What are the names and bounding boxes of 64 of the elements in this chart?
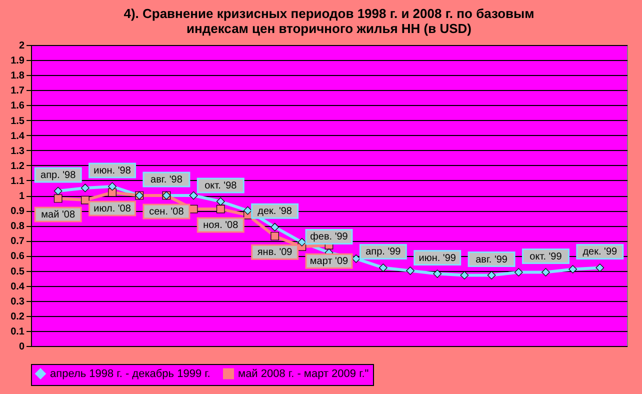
text: 4). Сравнение кризисных периодов 1998 г. и 2008 г. по базовым	[124, 6, 534, 21]
y-tick-label: 0.5	[10, 266, 25, 278]
y-tick-label: 1.2	[10, 160, 25, 172]
y-tick-label: 0.3	[10, 296, 25, 308]
y-tick-label: 0.9	[10, 206, 25, 218]
point	[406, 266, 414, 275]
x-tick-label: фев. '99	[310, 232, 348, 243]
y-tick-label: 1	[18, 191, 25, 202]
annotation: ноя. '08	[203, 220, 239, 232]
y-tick-label: 1.6	[10, 100, 25, 112]
point	[54, 194, 62, 203]
point	[244, 206, 252, 215]
point	[270, 232, 279, 240]
annotation: янв. '09	[257, 247, 293, 258]
point	[189, 191, 198, 200]
y-tick-label: 1.5	[10, 116, 25, 127]
annotation: июл. '08	[94, 203, 132, 214]
point	[352, 254, 360, 263]
annotation: март '09	[310, 256, 349, 268]
x-tick-label: апр. '99	[366, 246, 402, 258]
y-tick-label: 1.1	[10, 176, 25, 187]
legend-label: май 2008 г. - март 2009 г."	[238, 368, 369, 380]
y-tick-label: 0.4	[10, 281, 25, 292]
y-tick-label: 1.9	[10, 56, 25, 67]
y-tick-label: 1.7	[10, 86, 25, 97]
point	[596, 264, 604, 272]
point	[54, 186, 62, 196]
x-tick-label: окт. '98	[204, 180, 238, 192]
x-tick-label: июн. '99	[418, 252, 456, 264]
y-tick-label: 0	[18, 342, 25, 352]
y-tick-label: 1.4	[10, 130, 25, 142]
y-tick-label: 0.2	[10, 311, 25, 322]
y-tick-label: 1.8	[10, 70, 25, 82]
x-tick-label: дек. '98	[258, 206, 292, 218]
x-tick-label: авг. '98	[150, 174, 183, 186]
point	[298, 238, 306, 246]
point	[270, 222, 279, 232]
point	[379, 264, 388, 272]
annotation: сен. '08	[149, 206, 184, 218]
annotation: май '08	[41, 210, 76, 221]
point	[81, 184, 90, 192]
point	[487, 271, 496, 280]
y-tick-label: 1.3	[10, 146, 25, 157]
legend-label: апрель 1998 г. - декабрь 1999 г.	[50, 368, 210, 380]
x-tick-label: апр. '98	[40, 170, 76, 181]
point	[216, 204, 225, 214]
point	[514, 268, 523, 276]
point	[542, 268, 550, 276]
y-tick-label: 2	[18, 40, 25, 52]
x-tick-label: июн. '98	[94, 165, 132, 176]
point	[108, 182, 116, 191]
y-tick-label: 0.1	[10, 326, 25, 338]
point	[81, 196, 90, 204]
x-tick-label: дек. '99	[582, 246, 618, 258]
text: индексам цен вторичного жилья НН (в USD)	[186, 21, 472, 36]
y-tick-label: 0.7	[10, 236, 25, 248]
point	[460, 271, 469, 280]
point	[568, 265, 577, 274]
x-tick-label: авг. '99	[476, 254, 508, 266]
y-tick-label: 0.8	[10, 221, 25, 232]
y-tick-label: 0.6	[10, 251, 25, 262]
x-tick-label: окт. '99	[530, 251, 562, 262]
point	[216, 197, 225, 206]
point	[433, 270, 442, 278]
